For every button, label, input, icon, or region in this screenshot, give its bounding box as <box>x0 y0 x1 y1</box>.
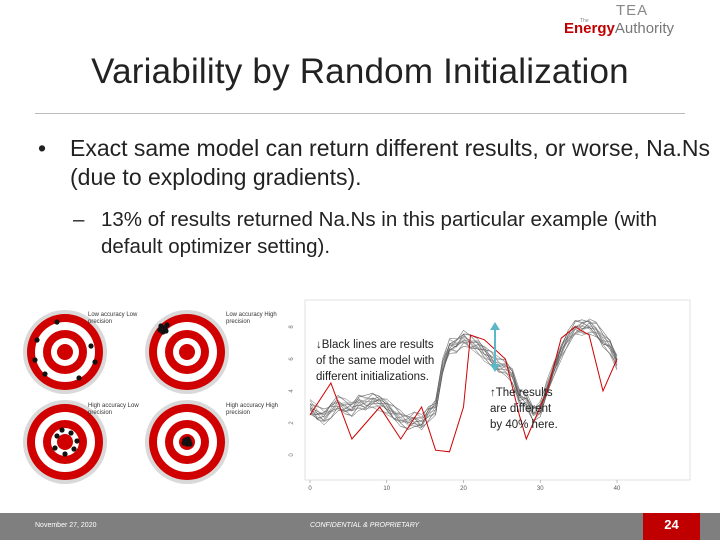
plot-frame <box>304 299 691 481</box>
bullet: • Exact same model can return different r… <box>38 134 720 192</box>
logo-energy: Energy <box>564 20 615 37</box>
y-tick-label: 4 <box>289 389 295 393</box>
target-dot <box>68 430 74 436</box>
target-dot <box>92 359 98 365</box>
target-ring <box>179 344 195 360</box>
x-tick-label: 30 <box>537 486 544 492</box>
target-dot <box>74 438 80 444</box>
x-tick-label: 0 <box>308 486 312 492</box>
target-dot <box>62 451 68 457</box>
plot-note: ↑The results are different by 40% here. <box>490 387 558 431</box>
target-dot <box>157 327 163 333</box>
target-label: Low accuracy High precision <box>226 312 277 325</box>
arrow-head <box>490 364 500 372</box>
footer-bar <box>0 513 720 540</box>
target-ring <box>57 434 73 450</box>
y-tick-label: 8 <box>289 325 295 329</box>
target-dot <box>185 436 191 442</box>
model-run-line <box>309 319 618 429</box>
logo-authority: Authority <box>614 20 675 37</box>
model-run-line <box>309 328 618 422</box>
logo-tea: TEA <box>616 2 649 19</box>
y-tick-label: 0 <box>289 453 295 457</box>
page-number: 24 <box>664 517 679 532</box>
target-dot <box>54 433 60 439</box>
logo-wordmark: EnergyAuthority <box>564 20 674 37</box>
target-dot <box>32 357 38 363</box>
target-dot <box>71 446 77 452</box>
model-run-line <box>309 319 618 431</box>
target-label: High accuracy Low precision <box>88 403 139 416</box>
x-tick-label: 10 <box>383 486 390 492</box>
y-tick-label: 6 <box>289 357 295 361</box>
page-box <box>643 513 700 540</box>
target-label: High accuracy High precision <box>226 403 279 416</box>
sub-bullet: –13% of results returned Na.Ns in this p… <box>73 206 701 260</box>
y-tick-label: 2 <box>289 421 295 425</box>
model-run-line <box>309 319 618 427</box>
arrow-head <box>490 322 500 330</box>
bullet-dot: • <box>38 135 47 161</box>
logo-the: The <box>580 18 589 24</box>
target-dot <box>52 445 58 451</box>
x-tick-label: 40 <box>614 486 621 492</box>
model-run-line <box>309 320 618 429</box>
target-dot <box>158 323 164 329</box>
slide-title: Variability by Random Initialization <box>91 52 629 91</box>
target-label: Low accuracy Low precision <box>88 312 138 325</box>
target-dot <box>187 441 193 447</box>
bullet-dash: – <box>73 208 85 231</box>
actual-line <box>309 326 618 453</box>
target-dot <box>59 427 65 433</box>
x-tick-label: 20 <box>460 486 467 492</box>
logo: TEA The EnergyAuthority <box>564 2 700 42</box>
target-dot <box>88 343 94 349</box>
target-dot <box>76 375 82 381</box>
target-dot <box>54 319 60 325</box>
target-dot <box>34 337 40 343</box>
title-rule <box>35 113 685 114</box>
sub-bullet-text: 13% of results returned Na.Ns in this pa… <box>101 208 658 258</box>
bullet-text: Exact same model can return different re… <box>70 135 711 190</box>
target-dot <box>164 322 170 328</box>
target-dot <box>42 371 48 377</box>
target-dot <box>181 440 187 446</box>
footer-confidential: CONFIDENTIAL & PROPRIETARY <box>310 522 420 529</box>
target-ring <box>57 344 73 360</box>
model-run-line <box>309 318 618 431</box>
footer-date: November 27, 2020 <box>35 522 97 529</box>
model-run-line <box>309 319 618 430</box>
plot-note: ↓Black lines are results of the same mod… <box>316 339 435 383</box>
target-dot <box>163 328 169 334</box>
model-run-line <box>309 322 618 428</box>
